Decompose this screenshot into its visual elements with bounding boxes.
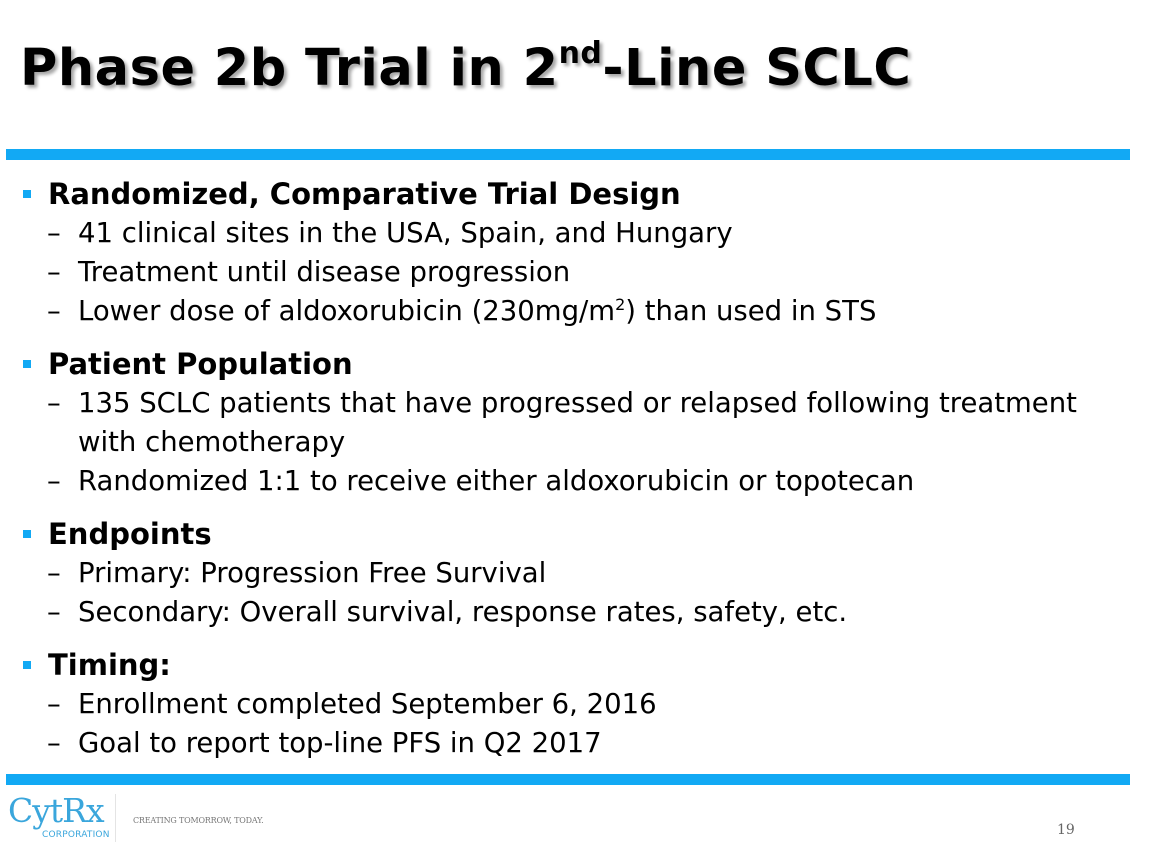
bullet-section: Randomized, Comparative Trial Design –41 …	[20, 174, 1140, 331]
dash-bullet-icon: –	[47, 387, 61, 419]
bullet-section: Timing: – Enrollment completed September 6…	[20, 645, 1140, 763]
sub-bullet-text: Goal to report top-line PFS in Q2 2017	[78, 727, 602, 759]
logo-text: CytRx	[8, 791, 105, 830]
dash-bullet-icon: –	[47, 256, 61, 288]
square-bullet-icon	[23, 530, 31, 538]
top-accent-bar	[6, 149, 1130, 160]
sub-bullet: – Secondary: Overall survival, response r…	[20, 593, 1140, 632]
dash-bullet-icon: –	[47, 688, 61, 720]
square-bullet-icon	[23, 360, 31, 368]
dash-bullet-icon: –	[47, 295, 61, 327]
sub-bullet: – Goal to report top-line PFS in Q2 2017	[20, 724, 1140, 763]
section-heading: Patient Population	[20, 344, 1140, 384]
sub-bullet: – Randomized 1:1 to receive either aldoxo…	[20, 462, 1140, 501]
title-end: -Line SCLC	[602, 39, 912, 98]
section-heading: Endpoints	[20, 514, 1140, 554]
heading-text: Randomized, Comparative Trial Design	[48, 177, 681, 211]
bottom-accent-bar	[6, 774, 1130, 785]
sub-bullet: – Primary: Progression Free Survival	[20, 554, 1140, 593]
dash-bullet-icon: –	[47, 727, 61, 759]
dash-bullet-icon: –	[47, 557, 61, 589]
tagline: CREATING TOMORROW, TODAY.	[133, 816, 264, 825]
footer-divider	[115, 794, 116, 842]
sub-bullet-text: Treatment until disease progression	[78, 256, 571, 288]
sub-bullet-text: 135 SCLC patients that have progressed o…	[78, 387, 1077, 458]
sub-bullet: –135 SCLC patients that have progressed …	[20, 384, 1140, 462]
square-bullet-icon	[23, 190, 31, 198]
heading-text: Endpoints	[48, 517, 212, 551]
heading-text: Timing:	[48, 648, 171, 682]
sub-bullet-text-end: ) than used in STS	[625, 295, 877, 327]
title-main: Phase 2b Trial in 2	[20, 39, 559, 98]
sub-bullet-text: 41 clinical sites in the USA, Spain, and…	[78, 217, 733, 249]
logo-subtext: CORPORATION	[42, 830, 110, 840]
title-superscript: nd	[558, 36, 603, 71]
square-bullet-icon	[23, 661, 31, 669]
sub-bullet-text: Secondary: Overall survival, response ra…	[78, 596, 848, 628]
sub-bullet: – Lower dose of aldoxorubicin (230mg/m2) …	[20, 292, 1140, 331]
heading-text: Patient Population	[48, 347, 353, 381]
slide-title: Phase 2b Trial in 2nd-Line SCLC	[20, 36, 911, 98]
sub-bullet-text: Randomized 1:1 to receive either aldoxor…	[78, 465, 915, 497]
superscript: 2	[615, 295, 626, 314]
slide-content: Randomized, Comparative Trial Design –41 …	[20, 174, 1140, 776]
dash-bullet-icon: –	[47, 596, 61, 628]
dash-bullet-icon: –	[47, 217, 61, 249]
sub-bullet-text: Lower dose of aldoxorubicin (230mg/m	[78, 295, 616, 327]
sub-bullet: – Treatment until disease progression	[20, 253, 1140, 292]
sub-bullet: – Enrollment completed September 6, 2016	[20, 685, 1140, 724]
page-number: 19	[1057, 822, 1075, 838]
sub-bullet-text: Primary: Progression Free Survival	[78, 557, 547, 589]
bullet-section: Patient Population –135 SCLC patients tha…	[20, 344, 1140, 501]
sub-bullet: –41 clinical sites in the USA, Spain, an…	[20, 214, 1140, 253]
sub-bullet-text: Enrollment completed September 6, 2016	[78, 688, 657, 720]
dash-bullet-icon: –	[47, 465, 61, 497]
bullet-section: Endpoints – Primary: Progression Free Surv…	[20, 514, 1140, 632]
section-heading: Timing:	[20, 645, 1140, 685]
cytrx-logo: CytRx CORPORATION	[8, 791, 112, 843]
section-heading: Randomized, Comparative Trial Design	[20, 174, 1140, 214]
